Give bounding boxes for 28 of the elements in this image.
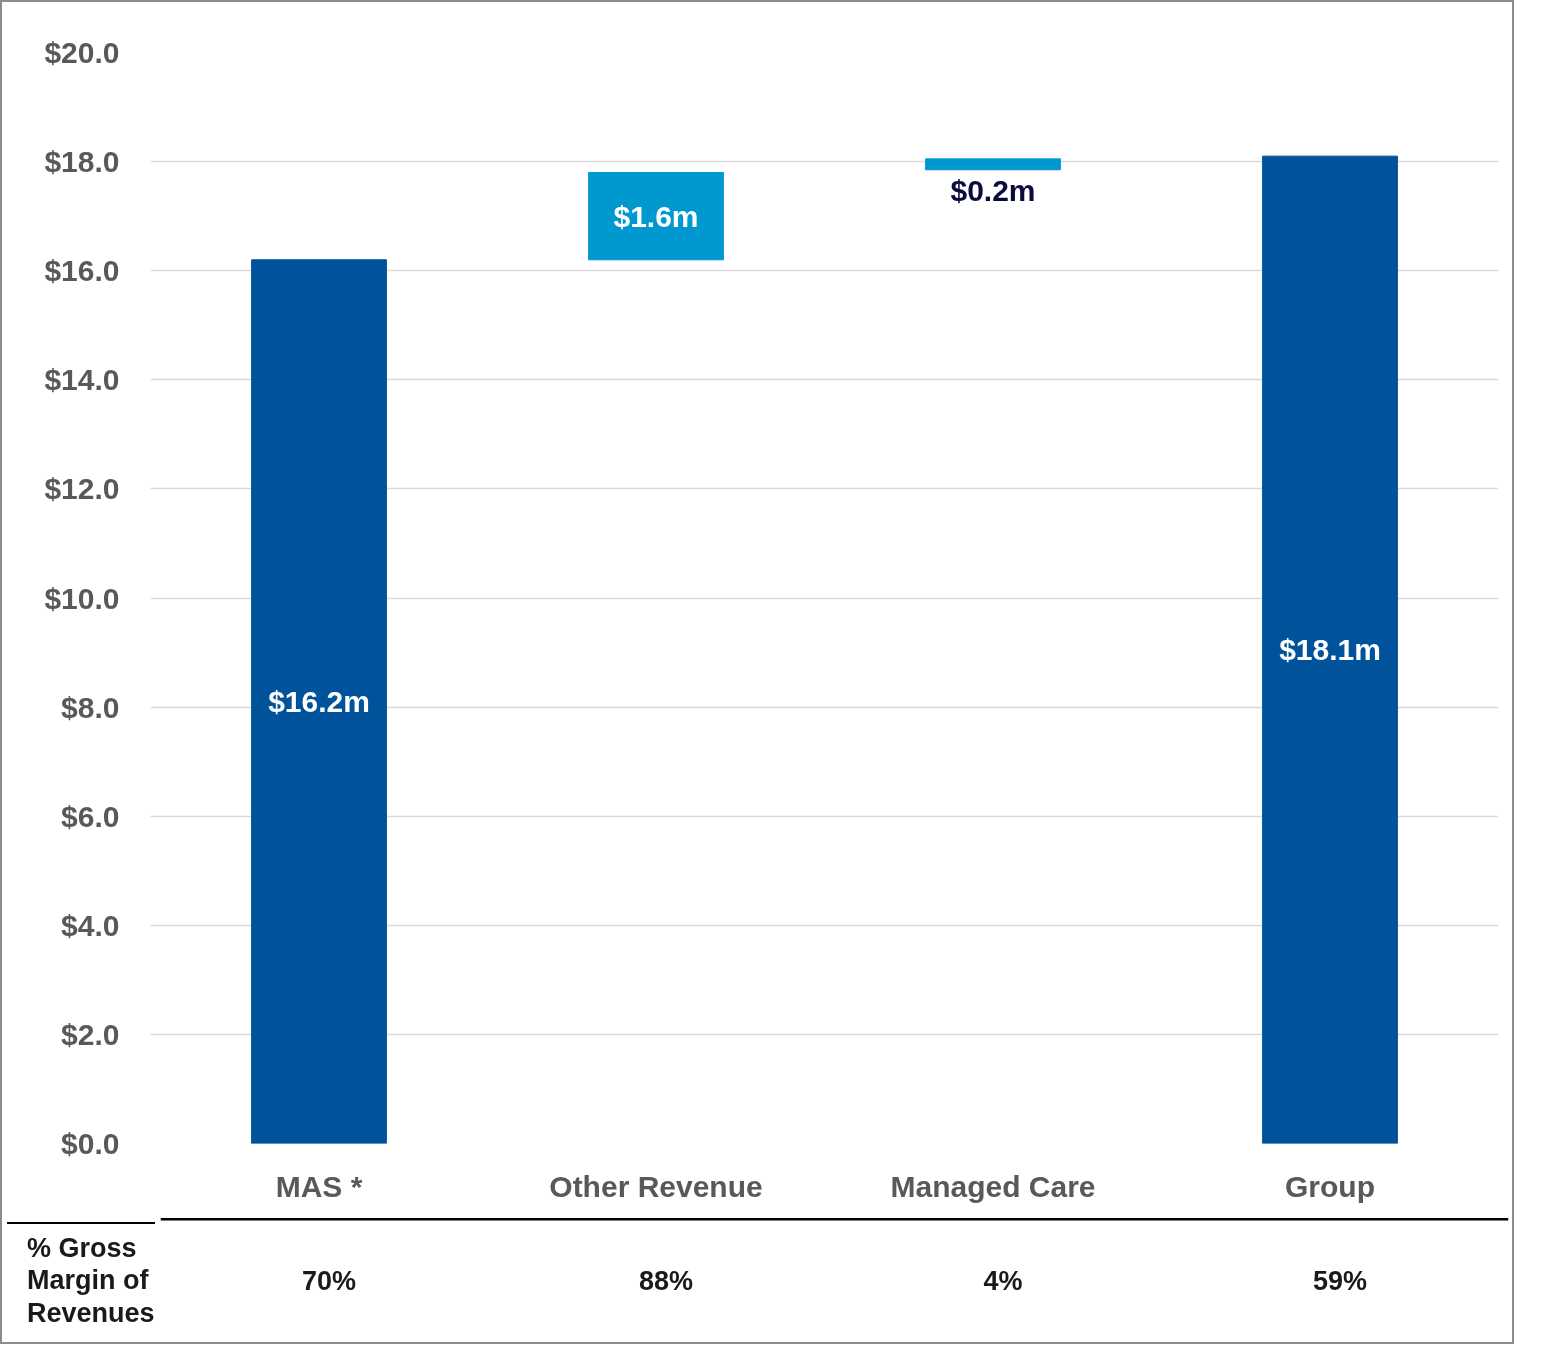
y-tick-label: $4.0 xyxy=(61,908,120,942)
y-tick-label: $6.0 xyxy=(61,799,120,833)
bar xyxy=(1262,155,1398,1144)
y-tick-label: $8.0 xyxy=(61,690,120,724)
text: 70% xyxy=(301,1265,357,1296)
y-tick-label: $0.0 xyxy=(61,1127,120,1160)
x-tick-label: MAS * xyxy=(275,1169,363,1203)
y-tick-label: $20.0 xyxy=(44,36,120,69)
text: % Gross Margin of Revenues xyxy=(27,1232,155,1330)
x-tick-label: Group xyxy=(1285,1169,1376,1203)
data-label: $1.6m xyxy=(613,199,699,233)
y-tick-label: $18.0 xyxy=(44,145,120,179)
bar xyxy=(925,158,1061,171)
x-tick-label: Managed Care xyxy=(890,1169,1096,1203)
bar xyxy=(588,172,724,261)
y-tick-label: $2.0 xyxy=(61,1017,120,1051)
y-tick-label: $16.0 xyxy=(44,254,120,288)
data-label: $16.2m xyxy=(268,685,370,719)
text: 4% xyxy=(983,1265,1023,1296)
y-tick-label: $12.0 xyxy=(44,472,120,506)
y-tick-label: $10.0 xyxy=(44,581,120,615)
y-tick-label: $14.0 xyxy=(44,363,120,397)
data-label: $18.1m xyxy=(1279,633,1381,667)
text: 88% xyxy=(638,1265,694,1296)
data-label: $0.2m xyxy=(950,173,1036,207)
x-tick-label: Other Revenue xyxy=(549,1169,763,1203)
bar xyxy=(251,259,387,1144)
text: 59% xyxy=(1312,1265,1368,1296)
